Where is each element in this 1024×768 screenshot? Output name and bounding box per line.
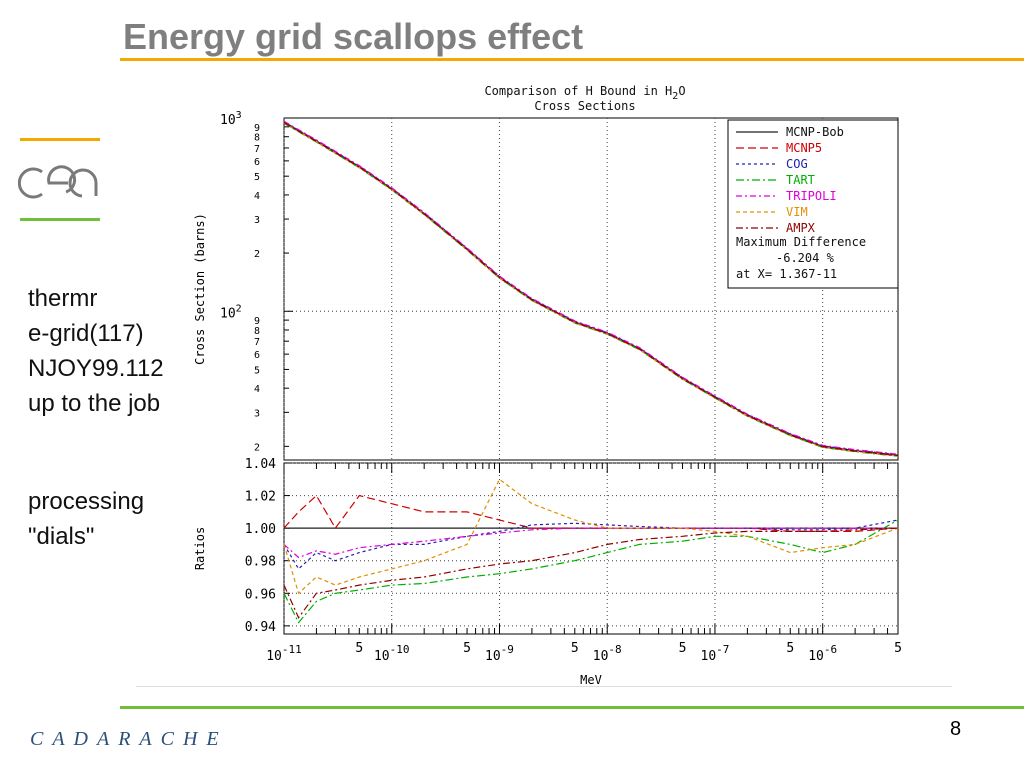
x-axis-label: MeV [580,673,602,686]
x-tick-label: 10-8 [593,643,622,664]
x-tick-label: 10-10 [374,643,410,664]
y-tick-label: 8 [254,326,260,337]
cross-section-chart: Comparison of H Bound in H2O Cross Secti… [193,84,902,686]
divider [136,686,952,687]
y-tick-label: 4 [254,191,260,202]
y-tick-label: 1.02 [245,490,276,505]
chart-legend: MCNP-Bob MCNP5 COG TART TRIPOLI VIM AMPXMaximu… [727,119,899,289]
legend-entry: TRIPOLI [786,189,837,203]
y-tick-label: 9 [254,316,260,327]
chart-subtitle: Cross Sections [534,99,635,113]
x-tick-label: 5 [679,641,687,656]
page-number: 8 [950,718,962,740]
y-tick-label: 1.00 [245,522,276,537]
ratio-line-cog [283,519,899,570]
y-axis-label: Cross Section (barns) [193,213,207,365]
y-tick-label: 3 [254,408,260,419]
x-tick-label: 5 [571,641,579,656]
x-tick-label: 5 [894,641,902,656]
cadarache-logo: CADARACHE [30,728,228,750]
legend-note: -6.204 % [776,251,835,265]
x-tick-label: 10-7 [701,643,730,664]
legend-note: at X= 1.367-11 [736,267,837,281]
y-tick-label: 9 [254,123,260,134]
title-rule [120,58,1024,61]
y-tick-label: 3 [254,215,260,226]
legend-note: Maximum Difference [736,235,866,249]
series-line-cog [283,121,899,456]
y-tick-label: 6 [254,157,260,168]
x-tick-label: 5 [355,641,363,656]
y-tick-label: 0.96 [245,587,276,602]
x-tick-label: 10-9 [485,643,514,664]
legend-entry: TART [786,173,815,187]
slide-title: Energy grid scallops effect [123,16,584,57]
y-tick-label: 2 [254,442,260,453]
ratio-line-tart [283,519,899,624]
y-tick-label: 8 [254,133,260,144]
left-notes-2: processing "dials" [28,488,145,550]
y-tick-label: 6 [254,350,260,361]
y-tick-label: 1.04 [245,457,276,472]
y-tick-label: 5 [254,365,260,376]
ratio-line-tripoli [283,527,898,559]
x-tick-label: 10-11 [266,643,302,664]
y-tick-label: 0.98 [245,555,276,570]
legend-entry: MCNP-Bob [786,125,844,139]
series-line-ampx [283,122,899,457]
legend-entry: VIM [786,205,808,219]
y-tick-label: 7 [254,144,260,155]
bottom-plot-panel: 1.04 1.02 1.00 0.98 0.96 0.94 10-11 5 10-10 5 10-9… [193,457,902,686]
y-tick-label: 102 [220,303,242,321]
y-tick-label: 5 [254,172,260,183]
x-tick-label: 10-6 [808,643,837,664]
y-tick-label: 4 [254,384,260,395]
x-tick-label: 5 [786,641,794,656]
series-line-tripoli [283,120,899,455]
ratio-line-mcnp5 [283,494,899,532]
footer-rule [120,706,1024,709]
legend-entry: MCNP5 [786,141,822,155]
chart-title: Comparison of H Bound in H2O [484,84,685,102]
y-axis-label: Ratios [193,527,207,570]
legend-entry: COG [786,157,808,171]
y-tick-label: 7 [254,337,260,348]
y-tick-label: 0.94 [245,620,276,635]
left-notes-1: thermr e-grid(117) NJOY99.112 up to the … [28,285,164,417]
ratio-line-ampx [283,527,899,619]
ratio-line-vim [283,478,899,595]
y-tick-label: 2 [254,249,260,260]
cea-logo-icon [18,138,104,224]
legend-entry: AMPX [786,221,816,235]
y-tick-label: 103 [220,110,242,128]
x-tick-label: 5 [463,641,471,656]
